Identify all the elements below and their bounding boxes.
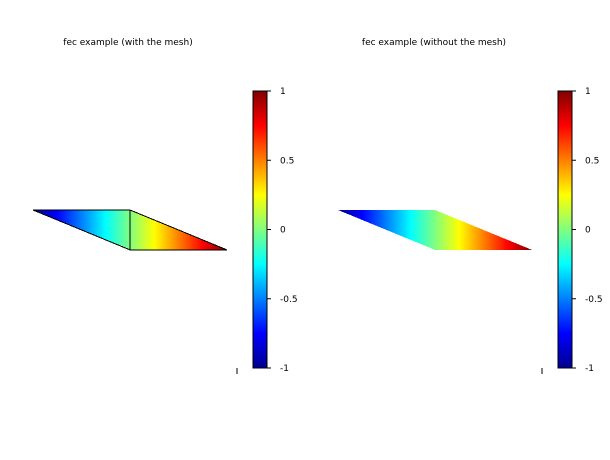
colorbar-tick-label: -1 — [585, 364, 594, 374]
mesh-triangle — [435, 210, 532, 250]
mesh-triangle — [129, 209, 228, 251]
chart-title: fec example (with the mesh) — [63, 38, 192, 48]
colorbar-gradient — [557, 90, 573, 369]
colorbar: 1 0.5 0 -0.5 -1 — [252, 87, 298, 374]
plot-area — [32, 209, 228, 251]
colorbar-tick-label: 1 — [585, 87, 591, 97]
chart-title: fec example (without the mesh) — [362, 38, 506, 48]
colorbar-tick-label: 0 — [280, 226, 286, 236]
colorbar-tick-label: 0 — [585, 226, 591, 236]
colorbar-gradient — [252, 90, 268, 369]
colorbar-tick-label: -0.5 — [280, 295, 298, 305]
colorbar-tick-label: 0.5 — [585, 156, 599, 166]
panel-with-mesh: fec example (with the mesh) 1 0.5 0 -0.5 -1 — [32, 38, 298, 374]
colorbar-tick-label: 1 — [280, 87, 286, 97]
mesh-triangle — [32, 209, 131, 251]
colorbar: 1 0.5 0 -0.5 -1 — [557, 87, 603, 374]
colorbar-tick-label: 0.5 — [280, 156, 294, 166]
colorbar-tick-label: -1 — [280, 364, 289, 374]
mesh-triangle — [338, 210, 435, 250]
panel-without-mesh: fec example (without the mesh) 1 0.5 0 -0.5… — [338, 38, 603, 374]
plot-area — [338, 210, 532, 250]
colorbar-tick-label: -0.5 — [585, 295, 603, 305]
